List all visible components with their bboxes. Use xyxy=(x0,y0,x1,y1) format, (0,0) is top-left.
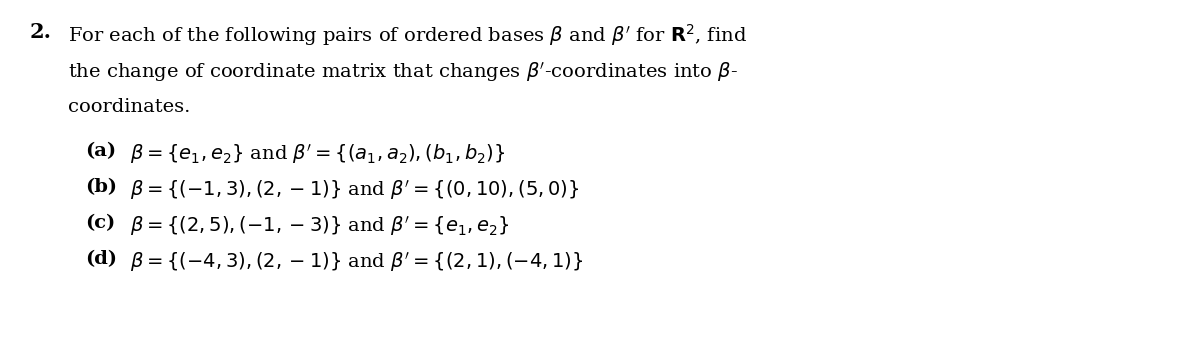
Text: $\beta = \{(-1, 3), (2, -1)\}$ and $\beta' = \{(0, 10), (5, 0)\}$: $\beta = \{(-1, 3), (2, -1)\}$ and $\bet… xyxy=(130,178,580,202)
Text: $\beta = \{e_1, e_2\}$ and $\beta' = \{(a_1, a_2), (b_1, b_2)\}$: $\beta = \{e_1, e_2\}$ and $\beta' = \{(… xyxy=(130,142,505,166)
Text: coordinates.: coordinates. xyxy=(68,98,191,116)
Text: (c): (c) xyxy=(85,214,115,232)
Text: the change of coordinate matrix that changes $\beta'$-coordinates into $\beta$-: the change of coordinate matrix that cha… xyxy=(68,60,738,84)
Text: (a): (a) xyxy=(85,142,116,160)
Text: (d): (d) xyxy=(85,250,118,268)
Text: 2.: 2. xyxy=(30,22,52,42)
Text: For each of the following pairs of ordered bases $\beta$ and $\beta'$ for $\math: For each of the following pairs of order… xyxy=(68,22,746,48)
Text: $\beta = \{(2, 5), (-1, -3)\}$ and $\beta' = \{e_1, e_2\}$: $\beta = \{(2, 5), (-1, -3)\}$ and $\bet… xyxy=(130,214,510,238)
Text: $\beta = \{(-4, 3), (2, -1)\}$ and $\beta' = \{(2, 1), (-4, 1)\}$: $\beta = \{(-4, 3), (2, -1)\}$ and $\bet… xyxy=(130,250,583,274)
Text: (b): (b) xyxy=(85,178,118,196)
